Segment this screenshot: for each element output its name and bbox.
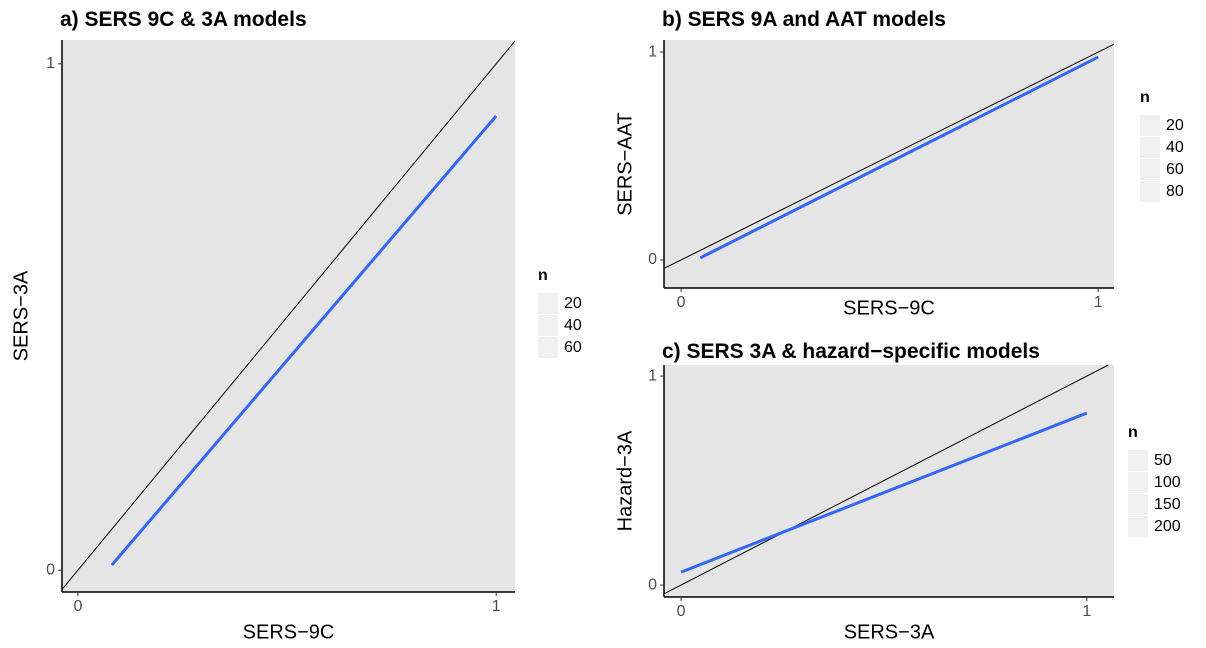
- y-axis-title: Hazard−3A: [614, 430, 636, 531]
- legend-title: n: [1128, 424, 1138, 441]
- legend-key: [1140, 137, 1160, 158]
- x-axis-title: SERS−9C: [843, 297, 935, 319]
- x-tick-label: 1: [1082, 603, 1091, 620]
- legend-label: 60: [564, 339, 582, 356]
- legend-key: [1128, 472, 1148, 493]
- x-tick-label: 1: [1094, 294, 1103, 311]
- x-axis-title: SERS−9C: [243, 621, 335, 643]
- y-tick-label: 1: [648, 43, 657, 60]
- x-tick-label: 0: [677, 294, 686, 311]
- identity-line: [663, 364, 1109, 595]
- legend-key: [538, 337, 558, 358]
- legend-label: 40: [564, 317, 582, 334]
- legend-label: 200: [1154, 518, 1181, 535]
- y-tick-label: 0: [46, 561, 55, 578]
- y-axis-title: SERS−AAT: [614, 112, 636, 216]
- y-tick-label: 1: [648, 367, 657, 384]
- legend-label: 50: [1154, 452, 1172, 469]
- identity-line: [663, 43, 1115, 269]
- plot-background: [664, 365, 1114, 597]
- legend-key: [1140, 181, 1160, 202]
- x-tick-label: 1: [492, 598, 501, 615]
- fit-line: [699, 55, 1099, 260]
- legend-key: [1128, 516, 1148, 537]
- legend-key: [1128, 450, 1148, 471]
- panel-title: b) SERS 9A and AAT models: [662, 8, 946, 31]
- legend-key: [1140, 159, 1160, 180]
- legend-key: [1140, 115, 1160, 136]
- y-tick-label: 1: [46, 55, 55, 72]
- legend-key: [1128, 494, 1148, 515]
- fit-line: [110, 114, 498, 567]
- legend-label: 40: [1166, 139, 1184, 156]
- legend-key: [538, 315, 558, 336]
- x-tick-label: 0: [677, 603, 686, 620]
- legend-label: 80: [1166, 183, 1184, 200]
- x-axis-title: SERS−3A: [844, 621, 935, 643]
- x-tick-label: 0: [73, 598, 82, 615]
- panel-title: a) SERS 9C & 3A models: [60, 8, 307, 31]
- legend-label: 60: [1166, 161, 1184, 178]
- panel-title: c) SERS 3A & hazard−specific models: [662, 340, 1040, 363]
- legend-key: [538, 293, 558, 314]
- y-tick-label: 0: [648, 251, 657, 268]
- identity-line: [61, 40, 516, 590]
- legend-title: n: [1140, 89, 1150, 106]
- legend-label: 100: [1154, 474, 1181, 491]
- y-axis-title: SERS−3A: [10, 270, 32, 361]
- fit-line: [680, 411, 1088, 574]
- legend-label: 20: [564, 295, 582, 312]
- legend-label: 20: [1166, 117, 1184, 134]
- legend-title: n: [538, 267, 548, 284]
- y-tick-label: 0: [648, 576, 657, 593]
- legend-label: 150: [1154, 496, 1181, 513]
